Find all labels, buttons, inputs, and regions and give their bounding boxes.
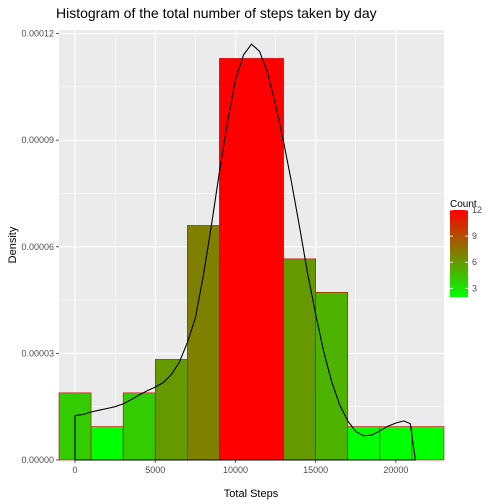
y-tick-label: 0.00006 xyxy=(21,242,54,252)
legend: Count 3 6 9 12 xyxy=(450,199,482,297)
legend-title: Count xyxy=(450,199,477,210)
histogram-bar xyxy=(187,225,220,461)
x-axis-title: Total Steps xyxy=(224,488,279,500)
y-tick-label: 0.00003 xyxy=(21,348,54,358)
legend-tick-label: 6 xyxy=(472,257,477,267)
legend-colorbar xyxy=(450,210,468,297)
histogram-bar xyxy=(219,58,284,461)
x-tick-label: 15000 xyxy=(303,465,328,475)
histogram-bar xyxy=(379,426,413,461)
x-tick-label: 5000 xyxy=(145,465,165,475)
legend-tick-label: 3 xyxy=(472,283,477,293)
y-axis-title: Density xyxy=(7,226,19,263)
x-tick-label: 20000 xyxy=(383,465,408,475)
histogram-bar xyxy=(315,291,349,461)
y-tick-label: 0.00009 xyxy=(21,135,54,145)
density-curve xyxy=(74,43,416,461)
x-tick-label: 0 xyxy=(73,465,78,475)
legend-ticks: 3 6 9 12 xyxy=(450,205,482,293)
y-tick-label: 0.00012 xyxy=(21,29,54,39)
histogram-bar xyxy=(154,359,188,461)
y-tick-label: 0.00000 xyxy=(21,455,54,465)
histogram-bar xyxy=(90,426,124,461)
chart-title: Histogram of the total number of steps t… xyxy=(56,5,377,21)
histogram-bar xyxy=(347,426,381,461)
histogram-bar xyxy=(411,426,445,461)
legend-tick-label: 12 xyxy=(472,205,482,215)
x-tick-label: 10000 xyxy=(223,465,248,475)
legend-tick-label: 9 xyxy=(472,231,477,241)
y-axis-ticks: 0.00000 0.00003 0.00006 0.00009 0.00012 xyxy=(21,29,59,465)
histogram-bar xyxy=(122,392,156,461)
x-axis-ticks: 0 5000 10000 15000 20000 xyxy=(73,460,408,475)
